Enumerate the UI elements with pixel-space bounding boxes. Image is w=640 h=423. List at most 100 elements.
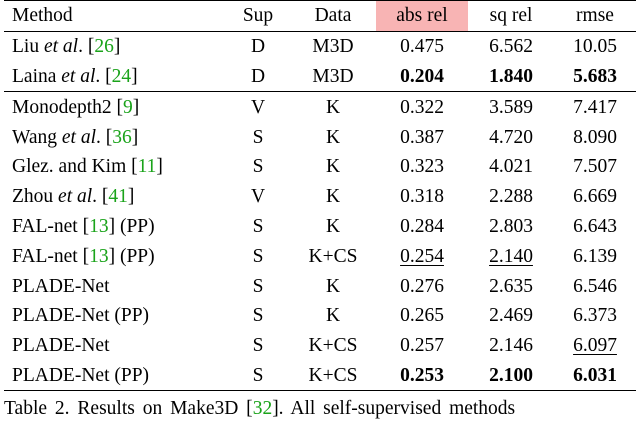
- table-row: Laina et al. [24] D M3D 0.204 1.840 5.68…: [4, 62, 636, 92]
- table-row: Zhou et al. [41] V K 0.318 2.288 6.669: [4, 182, 636, 212]
- sq-rel-cell: 4.720: [489, 126, 533, 148]
- sup-cell: S: [252, 335, 264, 357]
- abs-rel-cell: 0.253: [400, 364, 444, 386]
- sup-cell: V: [250, 96, 266, 118]
- method-tail: ] (PP): [108, 245, 155, 267]
- citation-link[interactable]: 41: [108, 186, 128, 208]
- table-row: Wang et al. [36] S K 0.387 4.720 8.090: [4, 122, 636, 152]
- sq-rel-cell: 4.021: [489, 156, 533, 178]
- method-tail: ]: [131, 126, 139, 148]
- data-cell: M3D: [312, 36, 354, 58]
- table-row: Glez. and Kim [11] S K 0.323 4.021 7.507: [4, 152, 636, 182]
- abs-rel-cell: 0.254: [376, 241, 468, 271]
- sup-cell: S: [252, 245, 264, 267]
- method-cell: PLADE-Net (PP): [12, 364, 150, 386]
- header-sq-rel: sq rel: [489, 5, 533, 27]
- method-tail: ]: [127, 186, 135, 208]
- sup-cell: S: [252, 126, 264, 148]
- method-cell: Wang et al. [36]: [4, 122, 226, 152]
- rmse-cell: 6.031: [573, 364, 617, 386]
- data-cell: M3D: [312, 65, 354, 87]
- sup-cell: D: [250, 65, 266, 87]
- rmse-cell: 6.669: [573, 186, 617, 208]
- sq-rel-cell: 2.288: [489, 186, 533, 208]
- abs-rel-cell: 0.204: [400, 65, 444, 87]
- data-cell: K: [325, 275, 341, 297]
- citation-link[interactable]: 24: [111, 65, 132, 87]
- table-caption: Table 2. Results on Make3D [32]. All sel…: [4, 398, 640, 420]
- method-name: FAL-net [: [12, 245, 90, 267]
- table-row: PLADE-Net (PP) S K 0.265 2.469 6.373: [4, 301, 636, 331]
- rmse-second-best: 6.097: [573, 335, 617, 357]
- abs-rel-cell: 0.323: [400, 156, 444, 178]
- method-etal: et al: [58, 186, 93, 208]
- sup-cell: S: [252, 215, 264, 237]
- data-cell: K: [325, 156, 341, 178]
- citation-link[interactable]: 36: [112, 126, 132, 148]
- abs-rel-second-best: 0.254: [400, 245, 444, 267]
- abs-rel-cell: 0.276: [400, 275, 444, 297]
- citation-link[interactable]: 13: [89, 245, 109, 267]
- sq-rel-cell: 6.562: [489, 36, 533, 58]
- method-cell: Zhou et al. [41]: [4, 182, 226, 212]
- table-row: FAL-net [13] (PP) S K 0.284 2.803 6.643: [4, 212, 636, 242]
- method-punct: . [: [78, 36, 95, 58]
- method-name: Laina: [12, 65, 62, 87]
- method-etal: et al: [61, 126, 96, 148]
- table-row: FAL-net [13] (PP) S K+CS 0.254 2.140 6.1…: [4, 241, 636, 271]
- method-punct: . [: [92, 186, 109, 208]
- data-cell: K+CS: [308, 364, 358, 386]
- method-cell: Liu et al. [26]: [4, 31, 226, 61]
- method-etal: et al: [61, 65, 96, 87]
- data-cell: K: [325, 96, 341, 118]
- sq-rel-cell: 2.140: [468, 241, 554, 271]
- rmse-cell: 8.090: [573, 126, 617, 148]
- method-name: Liu: [12, 36, 44, 58]
- method-tail: ]: [132, 96, 140, 118]
- method-tail: ] (PP): [108, 215, 155, 237]
- caption-rest: ]. All self-supervised methods: [272, 398, 516, 419]
- sup-cell: D: [250, 36, 266, 58]
- method-cell: Laina et al. [24]: [4, 62, 226, 92]
- citation-link[interactable]: 11: [137, 156, 157, 178]
- data-cell: K: [325, 186, 341, 208]
- rmse-cell: 6.546: [573, 275, 617, 297]
- abs-rel-cell: 0.387: [400, 126, 444, 148]
- sq-rel-cell: 2.469: [489, 305, 533, 327]
- header-data: Data: [314, 5, 352, 27]
- citation-link[interactable]: 26: [94, 36, 114, 58]
- header-rmse: rmse: [576, 5, 614, 27]
- results-table: Method Sup Data abs rel sq rel rmse Liu …: [4, 0, 636, 391]
- data-cell: K+CS: [308, 335, 358, 357]
- header-method: Method: [12, 5, 73, 27]
- header-abs-rel: abs rel: [376, 0, 468, 32]
- table-row: PLADE-Net S K+CS 0.257 2.146 6.097: [4, 331, 636, 361]
- rmse-cell: 6.643: [573, 215, 617, 237]
- method-punct: . [: [96, 126, 113, 148]
- table-row: PLADE-Net (PP) S K+CS 0.253 2.100 6.031: [4, 361, 636, 391]
- method-cell: FAL-net [13] (PP): [4, 212, 226, 242]
- data-cell: K: [325, 305, 341, 327]
- method-punct: . [: [95, 65, 112, 87]
- method-etal: et al: [43, 36, 79, 58]
- data-cell: K+CS: [308, 245, 358, 267]
- abs-rel-cell: 0.475: [400, 36, 444, 58]
- data-cell: K: [325, 215, 341, 237]
- abs-rel-cell: 0.284: [400, 215, 444, 237]
- sq-rel-cell: 2.100: [489, 364, 533, 386]
- citation-link[interactable]: 9: [123, 96, 133, 118]
- method-name: Wang: [12, 126, 62, 148]
- sup-cell: S: [252, 275, 264, 297]
- rmse-cell: 7.417: [573, 96, 617, 118]
- method-tail: ]: [131, 65, 138, 87]
- method-cell: PLADE-Net (PP): [12, 305, 150, 327]
- method-tail: ]: [156, 156, 163, 178]
- sq-rel-cell: 2.803: [489, 215, 533, 237]
- method-cell: FAL-net [13] (PP): [4, 241, 226, 271]
- rmse-cell: 10.05: [573, 36, 617, 58]
- rmse-cell: 7.507: [573, 156, 617, 178]
- caption-citation-link[interactable]: 32: [252, 398, 273, 419]
- method-tail: ]: [113, 36, 121, 58]
- citation-link[interactable]: 13: [89, 215, 109, 237]
- sup-cell: S: [252, 305, 264, 327]
